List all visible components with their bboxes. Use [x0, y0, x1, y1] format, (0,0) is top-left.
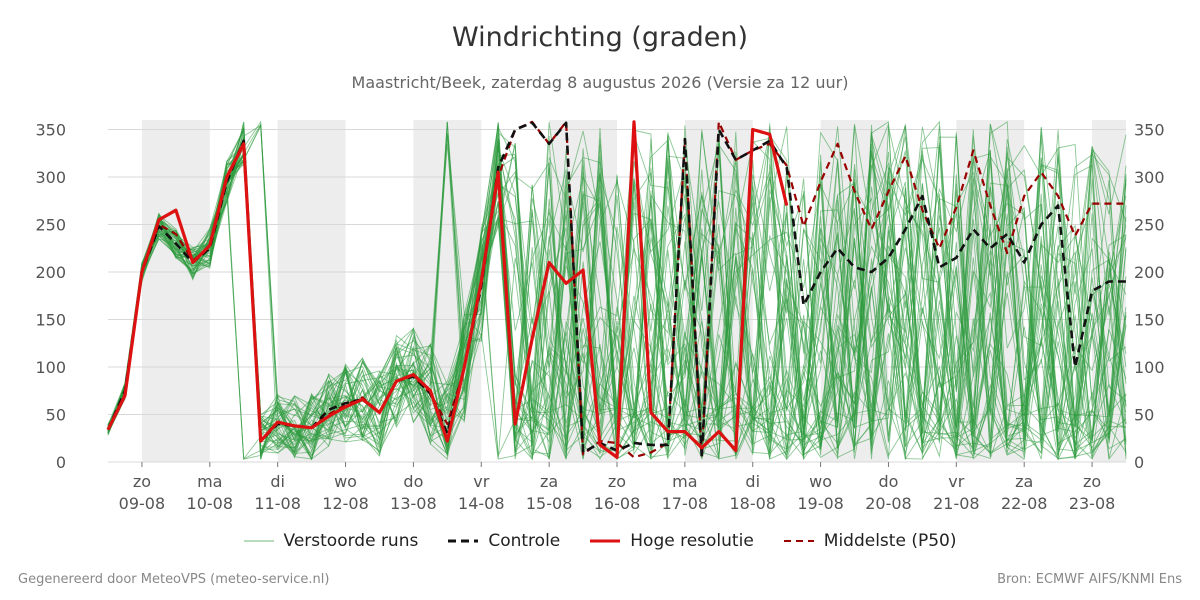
- ensemble-member-line: [107, 128, 1127, 460]
- x-tick-label-date: 20-08: [865, 494, 912, 513]
- y-tick-label-left: 350: [35, 121, 66, 140]
- x-tick-label-date: 09-08: [119, 494, 166, 513]
- y-tick-label-left: 0: [56, 453, 66, 472]
- ensemble-member-line: [107, 129, 1127, 461]
- footer-source: Bron: ECMWF AIFS/KNMI Ens: [997, 572, 1182, 587]
- day-band: [141, 120, 210, 462]
- x-tick-label-day: zo: [608, 472, 626, 491]
- x-tick-label-day: zo: [1083, 472, 1101, 491]
- legend-item-hires[interactable]: Hoge resolutie: [590, 531, 754, 551]
- ensemble-member-line: [107, 120, 1127, 459]
- y-tick-label-right: 200: [1134, 263, 1165, 282]
- series-line-hoge-resolutie: [106, 120, 789, 459]
- x-tick-label-day: wo: [809, 472, 832, 491]
- x-tick-label-day: zo: [133, 472, 151, 491]
- y-tick-label-left: 300: [35, 168, 66, 187]
- legend-swatch-ensemble: [243, 540, 274, 542]
- ensemble-member-line: [107, 121, 1127, 451]
- y-tick-label-right: 100: [1134, 358, 1165, 377]
- y-tick-label-left: 100: [35, 358, 66, 377]
- ensemble-member-line: [107, 131, 1127, 461]
- x-tick-label-date: 17-08: [662, 494, 709, 513]
- x-tick-label-date: 16-08: [594, 494, 641, 513]
- chart-title: Windrichting (graden): [451, 22, 749, 53]
- legend: Verstoorde runs Controle Hoge resolutie …: [0, 531, 1200, 551]
- ensemble-member-line: [107, 125, 1127, 460]
- x-tick-label-day: di: [270, 472, 285, 491]
- x-tick-label-day: za: [1015, 472, 1033, 491]
- ensemble-member-line: [107, 142, 1127, 460]
- footer-credit: Gegenereerd door MeteoVPS (meteo-service…: [18, 572, 330, 587]
- x-tick-label-day: vr: [473, 472, 489, 491]
- y-tick-label-right: 150: [1134, 311, 1165, 330]
- x-tick-label-date: 23-08: [1069, 494, 1116, 513]
- y-tick-label-right: 250: [1134, 216, 1165, 235]
- x-tick-label-date: 19-08: [797, 494, 844, 513]
- legend-label-ensemble: Verstoorde runs: [283, 531, 419, 551]
- y-tick-label-left: 150: [35, 311, 66, 330]
- legend-item-control[interactable]: Controle: [448, 531, 560, 551]
- x-tick-label-day: di: [745, 472, 760, 491]
- x-tick-label-date: 15-08: [526, 494, 573, 513]
- y-tick-label-right: 300: [1134, 168, 1165, 187]
- x-tick-label-date: 14-08: [458, 494, 505, 513]
- y-tick-label-right: 0: [1134, 453, 1144, 472]
- x-tick-label-date: 12-08: [322, 494, 369, 513]
- x-tick-label-date: 13-08: [390, 494, 437, 513]
- legend-label-control: Controle: [488, 531, 561, 551]
- x-tick-label-day: wo: [334, 472, 357, 491]
- chart-subtitle: Maastricht/Beek, zaterdag 8 augustus 202…: [351, 73, 849, 92]
- x-tick-label-date: 22-08: [1001, 494, 1048, 513]
- y-tick-label-left: 200: [35, 263, 66, 282]
- legend-swatch-median: [783, 540, 814, 542]
- legend-item-ensemble[interactable]: Verstoorde runs: [243, 531, 419, 551]
- y-tick-label-left: 50: [46, 406, 66, 425]
- legend-label-median: Middelste (P50): [823, 531, 957, 551]
- x-tick-label-day: za: [540, 472, 558, 491]
- x-tick-label-date: 21-08: [933, 494, 980, 513]
- ensemble-member-line: [107, 120, 1127, 461]
- y-tick-label-left: 250: [35, 216, 66, 235]
- x-tick-label-day: do: [403, 472, 423, 491]
- x-tick-label-date: 11-08: [254, 494, 301, 513]
- x-tick-label-date: 10-08: [187, 494, 234, 513]
- legend-swatch-control: [448, 539, 479, 543]
- x-tick-label-day: ma: [672, 472, 697, 491]
- ensemble-member-line: [107, 126, 1127, 458]
- x-tick-label-date: 18-08: [729, 494, 776, 513]
- y-tick-label-right: 350: [1134, 121, 1165, 140]
- legend-swatch-hires: [590, 539, 621, 543]
- legend-item-median[interactable]: Middelste (P50): [783, 531, 957, 551]
- legend-label-hires: Hoge resolutie: [630, 531, 754, 551]
- x-tick-label-day: ma: [197, 472, 222, 491]
- x-tick-label-day: do: [878, 472, 898, 491]
- y-tick-label-right: 50: [1134, 406, 1154, 425]
- x-tick-label-day: vr: [948, 472, 964, 491]
